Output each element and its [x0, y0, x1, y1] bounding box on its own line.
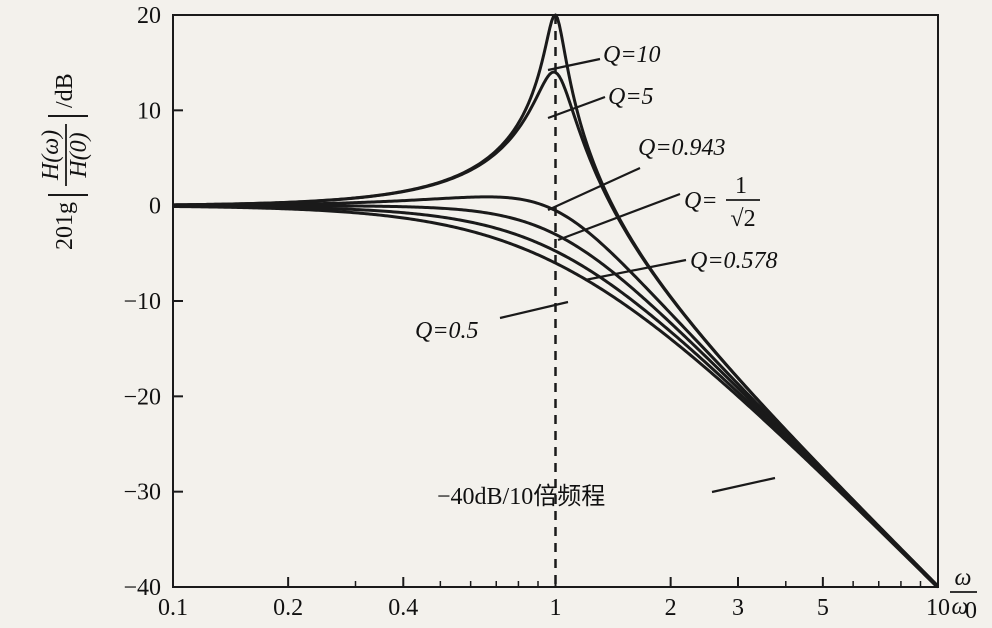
- y-tick-label: 20: [137, 3, 161, 29]
- y-axis-ticks: 20 10 0 −10 −20 −30 −40: [123, 3, 183, 601]
- y-tick-label: 0: [149, 194, 161, 220]
- y-tick-label: −20: [123, 384, 161, 410]
- series-layer: [172, 13, 940, 589]
- svg-text:1: 1: [735, 173, 747, 199]
- annotation-leaders: [499, 57, 776, 494]
- annotation-q0943: Q=0.943: [638, 135, 726, 161]
- annotation-q10: Q=10: [603, 42, 661, 68]
- series-line-q-5: [172, 70, 940, 588]
- x-tick-label: 2: [665, 595, 677, 621]
- x-axis-ticks: 0.1 0.2 0.4 1 2 3 5 10: [158, 577, 950, 621]
- x-tick-label: 0.2: [273, 595, 303, 621]
- svg-text:201g: 201g: [52, 202, 78, 250]
- svg-text:√2: √2: [730, 206, 755, 232]
- y-tick-label: −40: [123, 575, 161, 601]
- y-tick-label: −10: [123, 289, 161, 315]
- svg-text:ω: ω: [955, 565, 972, 591]
- x-tick-label: 5: [817, 595, 829, 621]
- y-tick-label: 10: [137, 98, 161, 124]
- annotation-q0578: Q=0.578: [690, 248, 778, 274]
- leader-q10: [547, 57, 601, 72]
- annotation-q5: Q=5: [608, 84, 654, 110]
- leader-q0943: [547, 166, 641, 212]
- x-tick-label: 3: [732, 595, 744, 621]
- x-axis-label: ω ω 0: [950, 565, 977, 624]
- y-axis-label: 201g H(ω) H(0) /dB: [38, 73, 92, 250]
- annotation-q-inv-sqrt2: Q= 1 √2: [684, 173, 760, 232]
- svg-text:0: 0: [965, 598, 977, 624]
- svg-text:Q=: Q=: [684, 188, 718, 214]
- leader-q5: [547, 95, 606, 120]
- annotation-slope: −40dB/10倍频程: [437, 483, 605, 510]
- svg-text:/dB: /dB: [52, 73, 78, 108]
- series-line-q-0-5: [172, 204, 939, 589]
- svg-text:H(0): H(0): [66, 132, 92, 178]
- leader-slope: [711, 476, 776, 494]
- svg-text:ω: ω: [952, 594, 969, 620]
- x-tick-label: 1: [550, 595, 562, 621]
- y-tick-label: −30: [123, 480, 161, 506]
- x-tick-label: 0.1: [158, 595, 188, 621]
- leader-q0707: [557, 192, 681, 242]
- x-tick-label: 10: [926, 595, 950, 621]
- svg-text:H(ω): H(ω): [38, 130, 64, 181]
- leader-q05: [499, 300, 569, 320]
- x-tick-label: 0.4: [388, 595, 418, 621]
- annotation-q05: Q=0.5: [415, 318, 479, 344]
- leader-q0578: [584, 258, 687, 282]
